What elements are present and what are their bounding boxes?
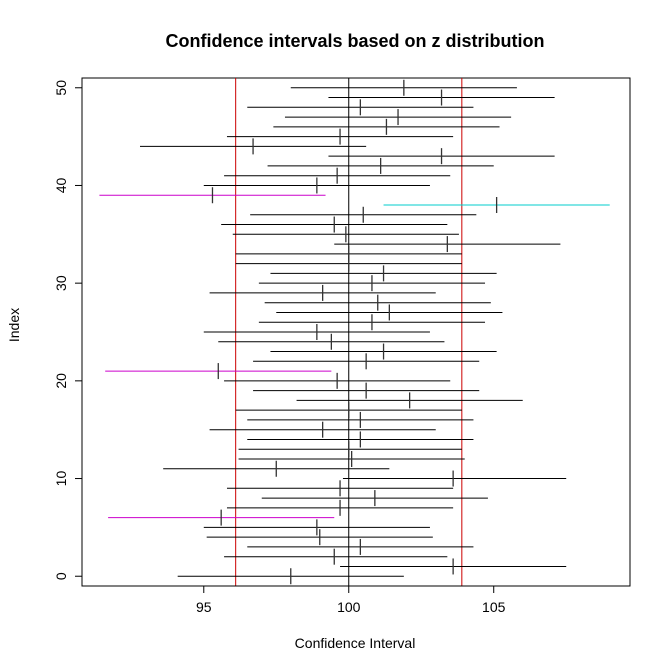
- interval-series: [99, 79, 610, 585]
- y-tick-label-50: 50: [53, 80, 69, 96]
- y-tick-label-20: 20: [53, 373, 69, 389]
- y-tick-label-0: 0: [53, 572, 69, 580]
- y-tick-label-10: 10: [53, 471, 69, 487]
- y-axis-label: Index: [6, 308, 22, 342]
- x-axis: 95 100 105: [196, 585, 506, 615]
- y-axis: 0 10 20 30 40 50: [53, 80, 83, 580]
- x-axis-label: Confidence Interval: [295, 635, 416, 651]
- x-tick-label-95: 95: [196, 599, 212, 615]
- y-tick-label-40: 40: [53, 177, 69, 193]
- y-tick-label-30: 30: [53, 275, 69, 291]
- x-tick-label-100: 100: [337, 599, 361, 615]
- chart-title: Confidence intervals based on z distribu…: [165, 31, 544, 51]
- x-tick-label-105: 105: [482, 599, 506, 615]
